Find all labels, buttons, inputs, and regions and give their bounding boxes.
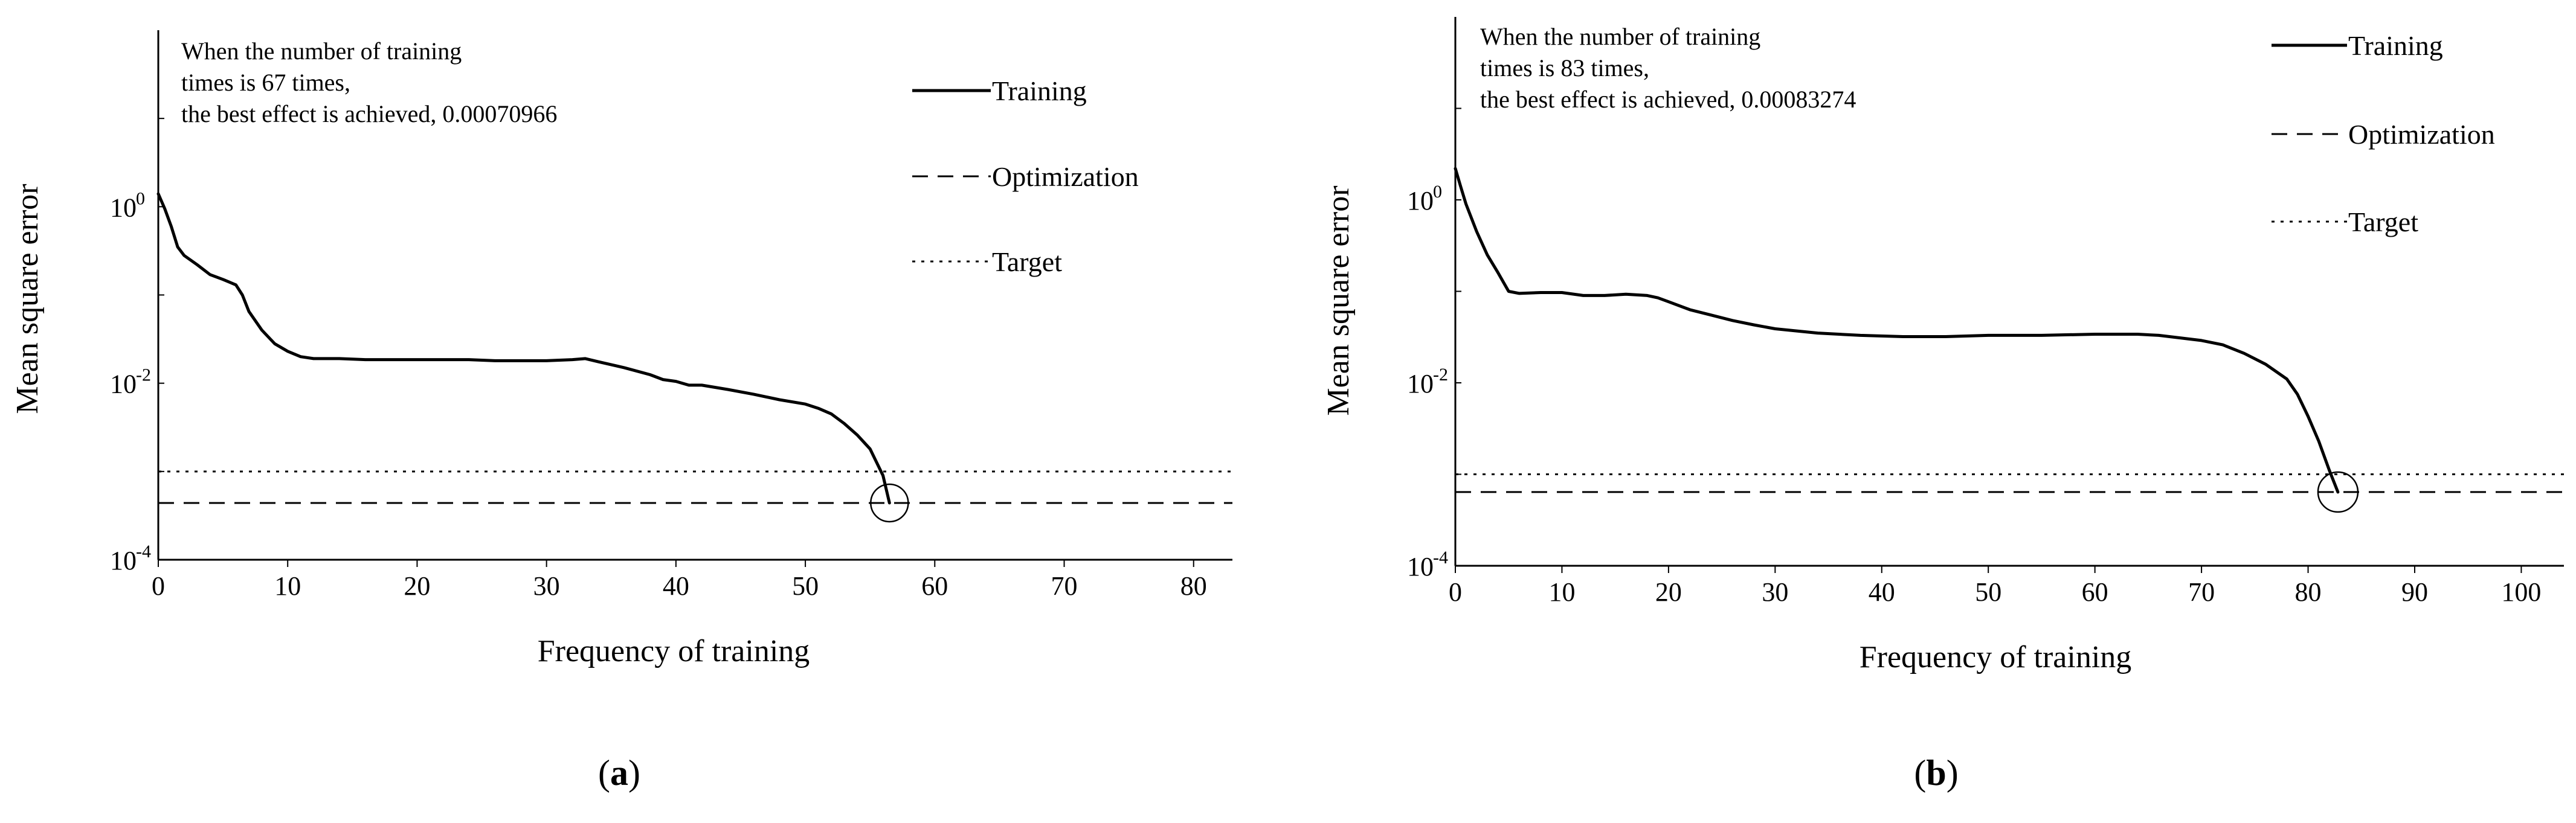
- best-point-marker: [870, 483, 909, 523]
- series-training-line: [156, 192, 891, 505]
- annotation-line: When the number of training: [1480, 23, 1760, 50]
- y-tick-label: 10 -2: [1407, 365, 1448, 399]
- y-tick-base: 10: [110, 370, 137, 399]
- x-tick-label: 30: [1762, 577, 1788, 607]
- x-tick-label: 60: [2082, 577, 2108, 607]
- x-tick-label: 100: [2501, 577, 2541, 607]
- y-tick-label: 10 -4: [1407, 548, 1448, 581]
- y-tick-base: 10: [1407, 552, 1434, 581]
- y-tick-label: 10 -4: [110, 542, 151, 575]
- x-tick-label: 0: [1449, 577, 1462, 607]
- legend-label: Optimization: [992, 161, 1139, 192]
- panel-label: (b): [1914, 753, 1958, 793]
- panel-label-open-paren: (: [1914, 753, 1926, 793]
- annotation-line: times is 83 times,: [1480, 54, 1649, 82]
- x-tick-label: 10: [274, 571, 301, 601]
- y-axis-label: Mean square error: [1321, 185, 1356, 415]
- y-tick-exponent: 0: [136, 188, 145, 208]
- legend: Training Optimization Target: [2272, 30, 2495, 237]
- x-tick-label: 20: [404, 571, 430, 601]
- x-tick-label: 70: [1051, 571, 1078, 601]
- panel-label-letter: b: [1926, 753, 1946, 793]
- x-tick-label: 30: [533, 571, 560, 601]
- annotation-line: times is 67 times,: [181, 69, 350, 96]
- panel-label: (a): [598, 753, 640, 793]
- x-tick-label: 80: [2295, 577, 2322, 607]
- y-tick-label: 10 0: [110, 188, 145, 222]
- legend-label: Target: [2348, 207, 2418, 237]
- series-training-line: [1454, 167, 2340, 494]
- best-point-marker: [2317, 471, 2359, 513]
- annotation-line: When the number of training: [181, 37, 462, 65]
- x-tick-label: 20: [1655, 577, 1682, 607]
- x-tick-label: 50: [792, 571, 819, 601]
- x-tick-label: 40: [663, 571, 689, 601]
- panel-label-close-paren: ): [1946, 753, 1959, 793]
- legend-label: Optimization: [2348, 119, 2495, 150]
- y-tick-exponent: 0: [1433, 182, 1442, 202]
- x-tick-label: 40: [1869, 577, 1895, 607]
- x-tick-label: 70: [2188, 577, 2215, 607]
- y-tick-base: 10: [1407, 186, 1434, 216]
- annotation-line: the best effect is achieved, 0.00070966: [181, 100, 557, 127]
- legend-label: Training: [2348, 30, 2443, 61]
- y-tick-exponent: -2: [1433, 365, 1448, 385]
- x-axis-label: Frequency of training: [1860, 640, 2132, 674]
- x-axis-label: Frequency of training: [538, 634, 810, 668]
- y-tick-base: 10: [110, 193, 137, 222]
- y-tick-base: 10: [110, 546, 137, 575]
- y-axis-label: Mean square error: [10, 184, 45, 414]
- x-tick-label: 60: [921, 571, 948, 601]
- panel-label-close-paren: ): [628, 753, 640, 793]
- y-tick-label: 10 -2: [110, 365, 151, 399]
- y-tick-exponent: -4: [136, 542, 151, 562]
- x-tick-label: 10: [1548, 577, 1575, 607]
- panel-label-open-paren: (: [598, 753, 610, 793]
- y-tick-exponent: -4: [1433, 548, 1448, 568]
- legend: Training Optimization Target: [912, 75, 1139, 277]
- y-tick-label: 10 0: [1407, 182, 1442, 216]
- panel-label-letter: a: [610, 753, 628, 793]
- x-tick-label: 90: [2401, 577, 2428, 607]
- legend-label: Target: [992, 246, 1062, 277]
- x-tick-label: 80: [1180, 571, 1207, 601]
- legend-label: Training: [992, 75, 1087, 106]
- y-tick-base: 10: [1407, 369, 1434, 399]
- annotation-line: the best effect is achieved, 0.00083274: [1480, 86, 1856, 113]
- x-tick-label: 0: [152, 571, 165, 601]
- x-tick-label: 50: [1975, 577, 2001, 607]
- y-tick-exponent: -2: [136, 365, 151, 385]
